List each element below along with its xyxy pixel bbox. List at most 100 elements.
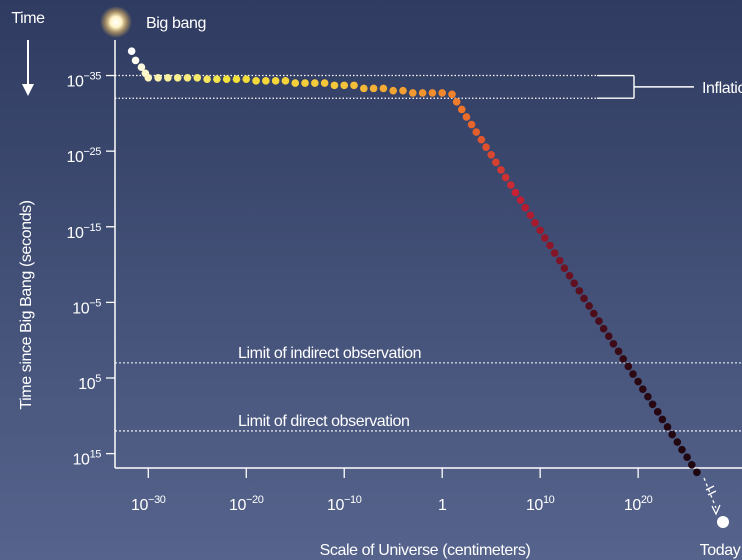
x-tick-label: 10−20 [229, 494, 264, 514]
data-point [399, 86, 407, 95]
data-point [311, 79, 319, 87]
time-arrow-head [22, 84, 34, 96]
data-point [604, 332, 613, 341]
y-tick-label: 105 [78, 373, 101, 393]
data-point [164, 74, 172, 82]
y-tick-label: 10−15 [67, 222, 102, 242]
data-point [693, 468, 701, 477]
data-point [570, 279, 579, 288]
data-point [291, 79, 300, 87]
data-point [232, 75, 241, 83]
data-point [668, 430, 676, 439]
y-axis-title: Time since Big Bang (seconds) [18, 200, 35, 409]
data-point [619, 355, 628, 363]
data-point [462, 113, 471, 121]
data-point [154, 74, 162, 82]
data-point [452, 98, 461, 106]
x-tick-label: 10−10 [327, 494, 362, 514]
data-point [457, 105, 466, 114]
data-point [271, 77, 280, 85]
data-point [418, 89, 427, 97]
x-tick-label: 1020 [624, 494, 653, 514]
reference-label: Limit of indirect observation [238, 345, 421, 362]
data-point [511, 188, 520, 197]
data-point [477, 135, 486, 144]
today-label: Today [700, 542, 741, 559]
data-point [131, 56, 140, 65]
data-point [595, 317, 603, 325]
data-point [634, 377, 642, 386]
data-point [687, 460, 696, 469]
data-point [629, 370, 637, 378]
data-point [301, 79, 309, 87]
data-point [467, 120, 476, 129]
today-arrow [703, 477, 717, 509]
data-point [560, 264, 569, 272]
data-point [565, 271, 574, 280]
data-point [575, 287, 584, 295]
data-point [526, 211, 535, 220]
data-point [614, 347, 623, 356]
reference-label: Limit of direct observation [238, 413, 410, 430]
data-point [320, 79, 329, 87]
data-point [580, 294, 588, 303]
big-bang-label: Big bang [146, 15, 206, 32]
data-point [330, 81, 339, 90]
data-point [409, 89, 417, 97]
data-point [531, 219, 539, 227]
data-point [683, 453, 691, 462]
x-tick-label: 1 [438, 497, 447, 514]
data-point [585, 302, 593, 310]
data-point [624, 362, 633, 371]
data-point [213, 75, 221, 83]
data-point [550, 249, 559, 257]
data-point [599, 324, 608, 333]
data-point [183, 74, 192, 82]
inflation-label: Inflation [702, 80, 742, 97]
data-point [222, 75, 231, 83]
data-point [663, 423, 672, 431]
data-point [448, 90, 456, 99]
y-tick-label: 10−25 [67, 146, 102, 166]
data-point [137, 63, 146, 72]
data-point [360, 84, 368, 93]
data-point [506, 181, 515, 189]
data-point [438, 89, 446, 97]
data-point [203, 75, 211, 83]
data-point [501, 173, 510, 182]
y-tick-label: 1015 [73, 449, 102, 469]
data-point [609, 339, 618, 348]
data-point [658, 415, 667, 424]
data-point [389, 86, 398, 95]
data-point [472, 128, 481, 136]
y-tick-label: 10−5 [72, 297, 101, 317]
data-point [639, 385, 647, 393]
data-point [193, 74, 202, 82]
time-label: Time [11, 10, 45, 27]
data-point [127, 47, 136, 55]
data-point [428, 89, 437, 97]
data-point [262, 77, 270, 85]
data-point [516, 196, 525, 204]
data-point [492, 158, 500, 167]
data-point [678, 445, 686, 454]
data-point [673, 438, 682, 446]
data-point [379, 84, 388, 93]
x-tick-label: 1010 [526, 494, 555, 514]
data-point [653, 408, 662, 416]
data-point [350, 81, 358, 90]
x-axis-title: Scale of Universe (centimeters) [320, 542, 531, 559]
data-point [369, 84, 378, 93]
data-point [281, 77, 290, 85]
data-point [252, 77, 260, 85]
data-point [541, 234, 549, 242]
data-point [340, 81, 349, 90]
today-dot [717, 516, 729, 528]
data-point [521, 203, 530, 212]
x-tick-label: 10−30 [131, 494, 166, 514]
data-point [590, 309, 598, 318]
data-point [648, 400, 657, 409]
y-tick-label: 10−35 [67, 71, 102, 91]
